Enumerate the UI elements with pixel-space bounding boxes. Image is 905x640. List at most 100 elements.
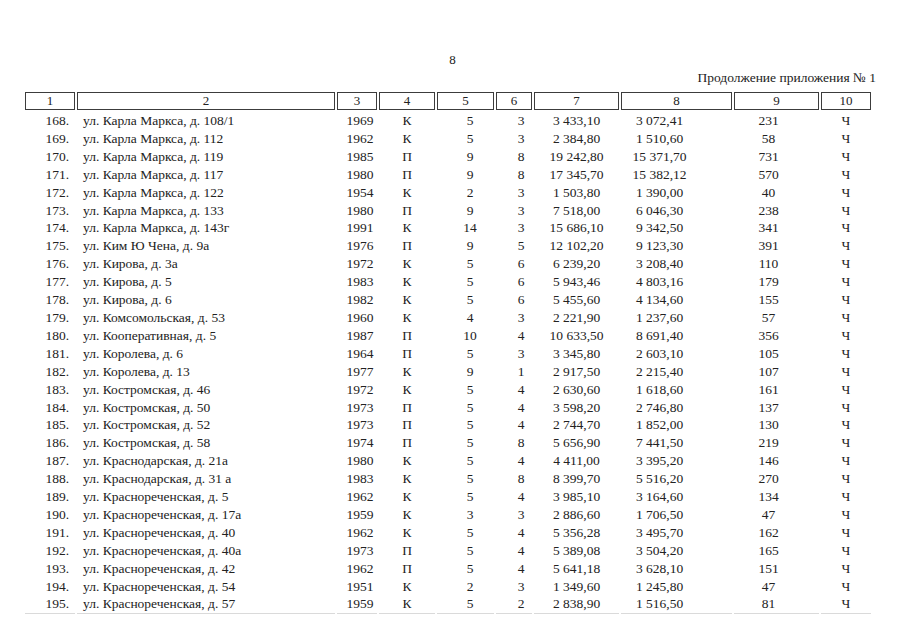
cell-col2: ул. Карла Маркса, д. 122: [77, 184, 335, 202]
cell-col7: 12 102,20: [534, 237, 619, 255]
cell-col1: 178.: [25, 291, 75, 309]
cell-col9: 146: [734, 452, 819, 470]
cell-col8: 3 504,20: [621, 542, 732, 560]
cell-col10: Ч: [821, 381, 871, 399]
cell-col8: 3 072,41: [621, 110, 732, 130]
cell-col8: 1 618,60: [621, 381, 732, 399]
cell-col2: ул. Кооперативная, д. 5: [77, 327, 335, 345]
cell-col1: 168.: [25, 110, 75, 130]
cell-col2: ул. Краснореченская, д. 57: [77, 595, 335, 614]
cell-col2: ул. Карла Маркса, д. 112: [77, 130, 335, 148]
cell-col1: 171.: [25, 166, 75, 184]
cell-col2: ул. Краснореченская, д. 54: [77, 578, 335, 596]
cell-col5: 10: [437, 327, 494, 345]
cell-col9: 58: [734, 130, 819, 148]
cell-col8: 7 441,50: [621, 434, 732, 452]
cell-col10: Ч: [821, 399, 871, 417]
cell-col5: 9: [437, 166, 494, 184]
cell-col9: 134: [734, 488, 819, 506]
cell-col6: 3: [496, 345, 532, 363]
cell-col7: 2 630,60: [534, 381, 619, 399]
cell-col1: 172.: [25, 184, 75, 202]
cell-col4: К: [379, 363, 435, 381]
cell-col8: 9 123,30: [621, 237, 732, 255]
cell-col9: 162: [734, 524, 819, 542]
cell-col6: 4: [496, 542, 532, 560]
cell-col1: 177.: [25, 273, 75, 291]
cell-col3: 1972: [337, 255, 377, 273]
cell-col9: 47: [734, 578, 819, 596]
cell-col8: 15 371,70: [621, 148, 732, 166]
table-row: 175.ул. Ким Ю Чена, д. 9а1976П9512 102,2…: [25, 237, 871, 255]
cell-col7: 2 838,90: [534, 595, 619, 614]
table-row: 174.ул. Карла Маркса, д. 143г1991К14315 …: [25, 219, 871, 237]
cell-col5: 5: [437, 291, 494, 309]
cell-col6: 3: [496, 202, 532, 220]
cell-col2: ул. Краснореченская, д. 5: [77, 488, 335, 506]
page-number: 8: [0, 52, 905, 67]
cell-col2: ул. Комсомольская, д. 53: [77, 309, 335, 327]
cell-col10: Ч: [821, 542, 871, 560]
cell-col4: П: [379, 399, 435, 417]
cell-col9: 570: [734, 166, 819, 184]
cell-col5: 5: [437, 542, 494, 560]
table-row: 173.ул. Карла Маркса, д. 1331980П937 518…: [25, 202, 871, 220]
cell-col6: 8: [496, 166, 532, 184]
cell-col7: 6 239,20: [534, 255, 619, 273]
cell-col8: 1 852,00: [621, 416, 732, 434]
table-body: 168.ул. Карла Маркса, д. 108/11969К533 4…: [25, 110, 871, 614]
cell-col9: 270: [734, 470, 819, 488]
cell-col3: 1960: [337, 309, 377, 327]
cell-col4: К: [379, 184, 435, 202]
cell-col6: 3: [496, 219, 532, 237]
cell-col6: 4: [496, 560, 532, 578]
cell-col9: 341: [734, 219, 819, 237]
cell-col10: Ч: [821, 273, 871, 291]
cell-col8: 4 803,16: [621, 273, 732, 291]
cell-col3: 1962: [337, 488, 377, 506]
cell-col1: 189.: [25, 488, 75, 506]
cell-col10: Ч: [821, 166, 871, 184]
cell-col10: Ч: [821, 345, 871, 363]
header-cell-8: 8: [621, 92, 732, 110]
cell-col10: Ч: [821, 237, 871, 255]
cell-col3: 1969: [337, 110, 377, 130]
cell-col9: 231: [734, 110, 819, 130]
cell-col1: 181.: [25, 345, 75, 363]
cell-col3: 1983: [337, 273, 377, 291]
cell-col10: Ч: [821, 595, 871, 614]
header-cell-9: 9: [734, 92, 819, 110]
table-row: 169.ул. Карла Маркса, д. 1121962К532 384…: [25, 130, 871, 148]
cell-col1: 176.: [25, 255, 75, 273]
table-row: 178.ул. Кирова, д. 61982К565 455,604 134…: [25, 291, 871, 309]
cell-col7: 5 389,08: [534, 542, 619, 560]
cell-col6: 6: [496, 255, 532, 273]
cell-col5: 5: [437, 434, 494, 452]
table-row: 176.ул. Кирова, д. 3а1972К566 239,203 20…: [25, 255, 871, 273]
cell-col3: 1959: [337, 506, 377, 524]
cell-col5: 5: [437, 560, 494, 578]
cell-col6: 8: [496, 434, 532, 452]
cell-col4: К: [379, 219, 435, 237]
cell-col7: 17 345,70: [534, 166, 619, 184]
cell-col10: Ч: [821, 363, 871, 381]
cell-col6: 2: [496, 595, 532, 614]
cell-col2: ул. Ким Ю Чена, д. 9а: [77, 237, 335, 255]
cell-col3: 1973: [337, 399, 377, 417]
table-row: 192.ул. Краснореченская, д. 40а1973П545 …: [25, 542, 871, 560]
cell-col10: Ч: [821, 560, 871, 578]
cell-col7: 5 356,28: [534, 524, 619, 542]
header-cell-5: 5: [437, 92, 494, 110]
cell-col5: 5: [437, 488, 494, 506]
cell-col4: П: [379, 148, 435, 166]
cell-col9: 151: [734, 560, 819, 578]
cell-col8: 1 516,50: [621, 595, 732, 614]
cell-col2: ул. Краснореченская, д. 40: [77, 524, 335, 542]
cell-col2: ул. Кирова, д. 3а: [77, 255, 335, 273]
cell-col10: Ч: [821, 327, 871, 345]
cell-col4: П: [379, 542, 435, 560]
cell-col8: 4 134,60: [621, 291, 732, 309]
cell-col7: 2 886,60: [534, 506, 619, 524]
cell-col7: 5 943,46: [534, 273, 619, 291]
cell-col7: 3 985,10: [534, 488, 619, 506]
